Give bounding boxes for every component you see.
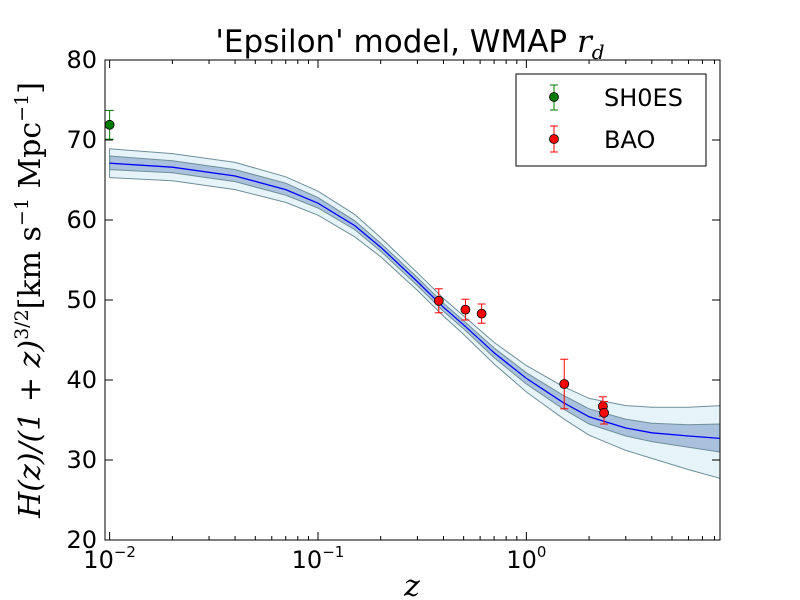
legend-bao-marker <box>549 134 559 144</box>
bao-marker <box>476 308 487 319</box>
bao-point-5 <box>599 401 609 425</box>
bao-point-0 <box>433 288 444 314</box>
y-tick-label: 40 <box>66 366 97 394</box>
legend-entry-bao: BAO <box>549 125 655 154</box>
x-tick-label: 100 <box>506 543 546 574</box>
legend-entry-sh0es: SH0ES <box>549 84 683 112</box>
bao-point-2 <box>476 303 487 324</box>
x-tick-label: 10−2 <box>83 543 136 574</box>
sh0es-marker <box>104 119 115 130</box>
y-axis-label: H(z)/(1 + z)3/2[km s−1 Mpc−1] <box>11 82 48 519</box>
y-tick-label: 30 <box>66 446 97 474</box>
y-tick-label: 70 <box>66 126 97 154</box>
bao-point-3 <box>559 358 570 410</box>
bao-marker <box>433 295 444 306</box>
chart-title: 'Epsilon' model, WMAP rd <box>215 24 604 64</box>
x-tick-label: 10−1 <box>292 543 345 574</box>
y-axis-ticks: 20 30 40 50 60 70 80 <box>66 46 720 554</box>
bao-marker <box>559 379 570 389</box>
legend: SH0ES BAO <box>515 73 707 167</box>
y-tick-label: 80 <box>66 46 97 74</box>
x-axis-label: z <box>403 569 420 600</box>
model-curve-layer <box>109 162 721 440</box>
legend-sh0es-label: SH0ES <box>604 84 683 112</box>
model-curve-line <box>109 162 721 440</box>
legend-bao-label: BAO <box>604 126 655 154</box>
y-tick-label: 60 <box>66 206 97 234</box>
bao-marker <box>460 304 471 315</box>
y-tick-label: 20 <box>66 526 97 554</box>
y-tick-label: 50 <box>66 286 97 314</box>
bao-marker <box>599 407 609 418</box>
bao-point-1 <box>460 298 471 321</box>
legend-sh0es-marker <box>549 92 559 102</box>
x-axis-ticks: 10−2 10−1 100 <box>83 60 716 574</box>
legend-box <box>515 73 707 167</box>
